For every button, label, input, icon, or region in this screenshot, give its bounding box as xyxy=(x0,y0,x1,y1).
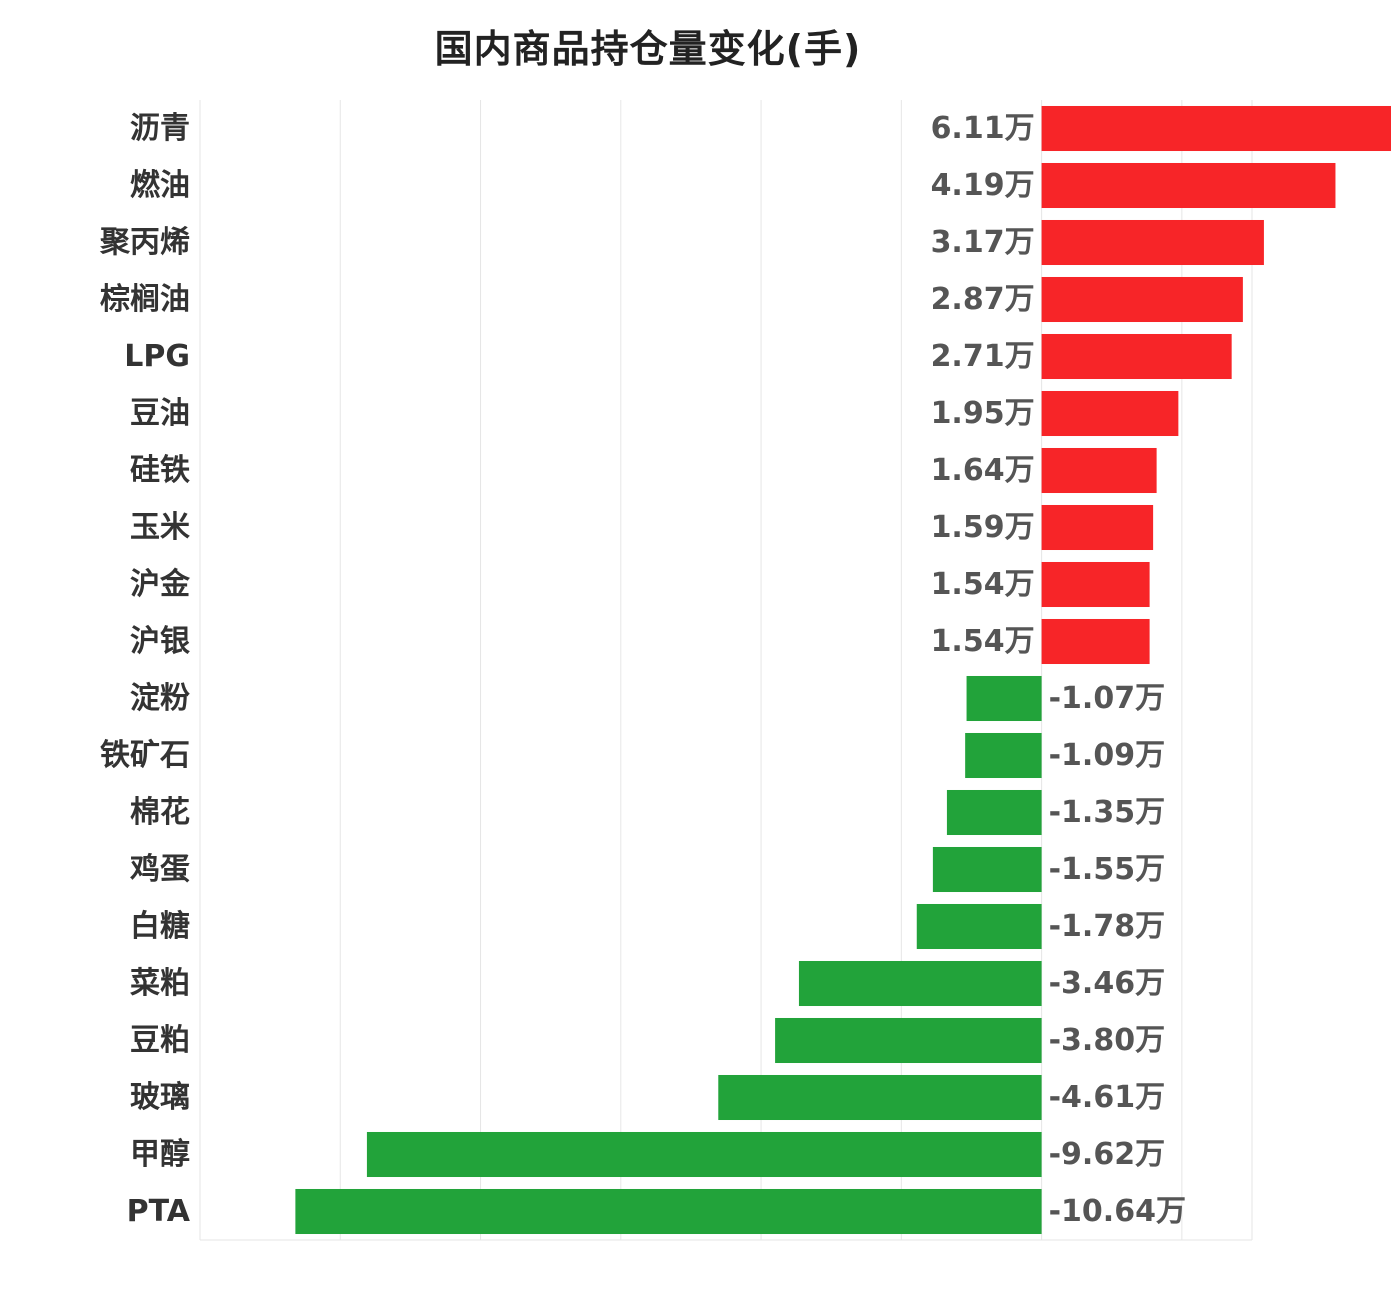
category-label: 聚丙烯 xyxy=(99,225,190,260)
category-label: 玉米 xyxy=(130,510,190,545)
category-label: 玻璃 xyxy=(130,1080,190,1115)
category-label: 白糖 xyxy=(130,909,190,944)
category-label: 豆粕 xyxy=(130,1023,190,1058)
bar xyxy=(1041,561,1150,608)
bar xyxy=(1041,162,1336,209)
category-label: 淀粉 xyxy=(130,681,190,716)
value-label: 2.87万 xyxy=(931,282,1035,317)
bar xyxy=(718,1074,1042,1121)
bar xyxy=(1041,618,1150,665)
bars xyxy=(295,105,1391,1235)
category-label: 燃油 xyxy=(130,168,190,203)
bar xyxy=(1041,333,1232,380)
category-label: 棕榈油 xyxy=(100,282,190,317)
category-label: PTA xyxy=(127,1194,191,1229)
bar xyxy=(932,846,1042,893)
value-label: -1.35万 xyxy=(1049,795,1165,830)
bar xyxy=(965,732,1042,779)
value-label: -1.55万 xyxy=(1049,852,1165,887)
bar xyxy=(966,675,1042,722)
value-label: -1.78万 xyxy=(1049,909,1165,944)
value-label: 2.71万 xyxy=(931,339,1035,374)
category-label: 鸡蛋 xyxy=(130,852,190,887)
bar xyxy=(775,1017,1042,1064)
value-label: -3.46万 xyxy=(1049,966,1165,1001)
bar xyxy=(1041,219,1264,266)
chart-title: 国内商品持仓量变化(手) xyxy=(434,27,862,71)
bar xyxy=(1041,105,1391,152)
bar xyxy=(798,960,1042,1007)
value-label: 1.59万 xyxy=(931,510,1035,545)
category-label: 沥青 xyxy=(130,111,190,146)
category-label: LPG xyxy=(124,339,190,374)
value-label: -3.80万 xyxy=(1049,1023,1165,1058)
bar xyxy=(946,789,1042,836)
bar xyxy=(1041,447,1157,494)
value-label: -4.61万 xyxy=(1049,1080,1165,1115)
category-label: 沪银 xyxy=(130,624,190,659)
bar xyxy=(295,1188,1042,1235)
bar xyxy=(1041,390,1179,437)
value-label: 6.11万 xyxy=(931,111,1035,146)
value-label: 1.64万 xyxy=(931,453,1035,488)
category-label: 甲醇 xyxy=(130,1137,190,1172)
value-label: -10.64万 xyxy=(1049,1194,1186,1229)
value-label: 1.54万 xyxy=(931,567,1035,602)
bar xyxy=(1041,276,1243,323)
value-labels: 6.11万 4.19万 3.17万 2.87万 2.71万 1.95万 1.64万 1.59万… xyxy=(931,111,1186,1229)
value-label: 1.95万 xyxy=(931,396,1035,431)
value-label: 4.19万 xyxy=(931,168,1035,203)
value-label: 3.17万 xyxy=(931,225,1035,260)
grid-lines xyxy=(199,100,1253,1241)
category-label: 豆油 xyxy=(130,396,190,431)
value-label: -1.09万 xyxy=(1049,738,1165,773)
bar xyxy=(366,1131,1042,1178)
category-label: 硅铁 xyxy=(130,453,190,488)
value-label: 1.54万 xyxy=(931,624,1035,659)
bar xyxy=(1041,504,1154,551)
category-label: 铁矿石 xyxy=(100,738,190,773)
category-label: 沪金 xyxy=(130,567,191,602)
category-label: 棉花 xyxy=(130,795,190,830)
bar xyxy=(916,903,1042,950)
value-label: -9.62万 xyxy=(1049,1137,1165,1172)
value-label: -1.07万 xyxy=(1049,681,1165,716)
category-label: 菜粕 xyxy=(130,966,190,1001)
